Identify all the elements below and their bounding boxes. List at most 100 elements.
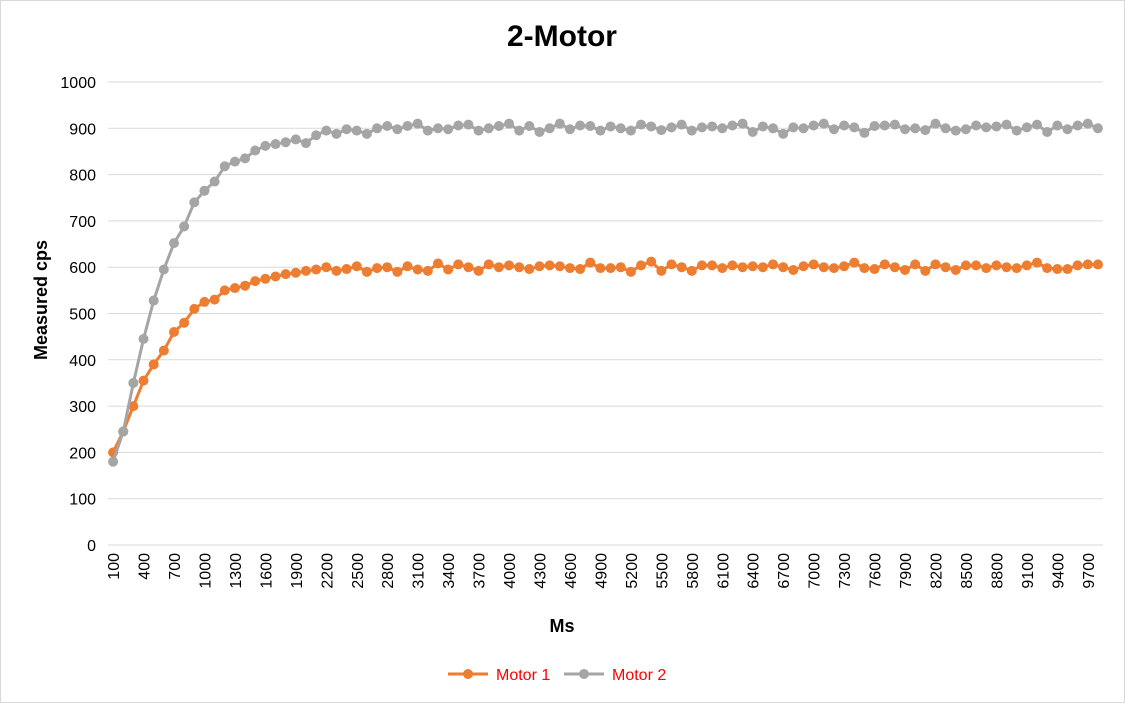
data-point bbox=[1052, 264, 1063, 275]
data-point bbox=[737, 262, 748, 273]
x-tick-label: 7300 bbox=[837, 553, 854, 589]
data-point bbox=[1021, 122, 1032, 133]
data-point bbox=[453, 259, 464, 270]
x-tick-label: 9100 bbox=[1020, 553, 1037, 589]
data-point bbox=[504, 118, 515, 129]
y-tick-label: 0 bbox=[87, 538, 96, 555]
chart-title: 2-Motor bbox=[507, 20, 617, 53]
data-point bbox=[229, 156, 240, 167]
data-point bbox=[432, 258, 443, 269]
x-tick-label: 2200 bbox=[319, 553, 336, 589]
data-point bbox=[910, 259, 921, 270]
data-point bbox=[341, 124, 352, 135]
data-point bbox=[331, 128, 342, 139]
data-point bbox=[1032, 119, 1043, 130]
x-tick-label: 5200 bbox=[624, 553, 641, 589]
data-point bbox=[595, 263, 606, 274]
data-point bbox=[209, 294, 220, 305]
series-motor-1 bbox=[108, 256, 1103, 458]
data-point bbox=[757, 121, 768, 132]
data-point bbox=[341, 264, 352, 275]
data-point bbox=[960, 260, 971, 271]
data-point bbox=[991, 260, 1002, 271]
data-point bbox=[717, 123, 728, 134]
data-point bbox=[585, 120, 596, 131]
data-point bbox=[575, 264, 586, 275]
data-point bbox=[696, 260, 707, 271]
data-point bbox=[869, 264, 880, 275]
x-tick-label: 400 bbox=[137, 553, 154, 580]
data-point bbox=[128, 401, 139, 412]
data-point bbox=[636, 260, 647, 271]
data-point bbox=[361, 128, 372, 139]
x-tick-label: 1600 bbox=[258, 553, 275, 589]
data-point bbox=[828, 263, 839, 274]
data-point bbox=[554, 118, 565, 129]
data-point bbox=[544, 123, 555, 134]
legend-label: Motor 2 bbox=[612, 667, 666, 684]
data-point bbox=[707, 260, 718, 271]
data-point bbox=[818, 118, 829, 129]
data-point bbox=[118, 426, 129, 437]
y-tick-label: 900 bbox=[69, 121, 96, 138]
data-point bbox=[1072, 120, 1083, 131]
data-point bbox=[504, 260, 515, 271]
x-tick-label: 5500 bbox=[654, 553, 671, 589]
data-point bbox=[443, 264, 454, 275]
data-point bbox=[950, 125, 961, 136]
data-point bbox=[686, 265, 697, 276]
x-tick-label: 2800 bbox=[380, 553, 397, 589]
data-point bbox=[849, 122, 860, 133]
y-tick-label: 200 bbox=[69, 445, 96, 462]
data-point bbox=[138, 333, 149, 344]
data-point bbox=[971, 260, 982, 271]
x-tick-label: 100 bbox=[106, 553, 123, 580]
data-point bbox=[798, 123, 809, 134]
x-tick-label: 7900 bbox=[898, 553, 915, 589]
data-point bbox=[189, 197, 200, 208]
data-point bbox=[778, 128, 789, 139]
data-point bbox=[889, 262, 900, 273]
data-point bbox=[656, 265, 667, 276]
data-point bbox=[900, 264, 911, 275]
legend: Motor 1 Motor 2 bbox=[448, 667, 666, 684]
data-point bbox=[128, 377, 139, 388]
data-point bbox=[372, 123, 383, 134]
data-point bbox=[768, 123, 779, 134]
data-point bbox=[879, 259, 890, 270]
y-tick-label: 300 bbox=[69, 399, 96, 416]
data-point bbox=[737, 118, 748, 129]
data-point bbox=[1011, 125, 1022, 136]
x-tick-label: 6100 bbox=[715, 553, 732, 589]
data-point bbox=[148, 295, 159, 306]
data-point bbox=[219, 161, 230, 172]
data-point bbox=[158, 264, 169, 275]
x-tick-label: 3700 bbox=[472, 553, 489, 589]
data-point bbox=[564, 263, 575, 274]
data-point bbox=[483, 259, 494, 270]
data-point bbox=[788, 122, 799, 133]
data-point bbox=[768, 259, 779, 270]
data-point bbox=[473, 265, 484, 276]
data-point bbox=[148, 359, 159, 370]
data-point bbox=[1042, 127, 1053, 137]
data-point bbox=[199, 296, 210, 307]
data-point bbox=[1021, 260, 1032, 271]
data-point bbox=[392, 124, 403, 135]
x-tick-label: 5800 bbox=[685, 553, 702, 589]
x-tick-label: 4300 bbox=[533, 553, 550, 589]
data-point bbox=[1001, 262, 1012, 273]
data-point bbox=[290, 267, 301, 278]
legend-marker bbox=[463, 669, 473, 679]
data-point bbox=[473, 125, 484, 136]
data-point bbox=[646, 121, 657, 132]
data-point bbox=[270, 139, 281, 150]
series-motor-2 bbox=[108, 118, 1103, 467]
data-point bbox=[280, 269, 291, 280]
data-point bbox=[1092, 123, 1103, 134]
data-point bbox=[138, 375, 149, 386]
data-point bbox=[666, 122, 677, 133]
data-point bbox=[981, 263, 992, 274]
data-point bbox=[930, 118, 941, 129]
